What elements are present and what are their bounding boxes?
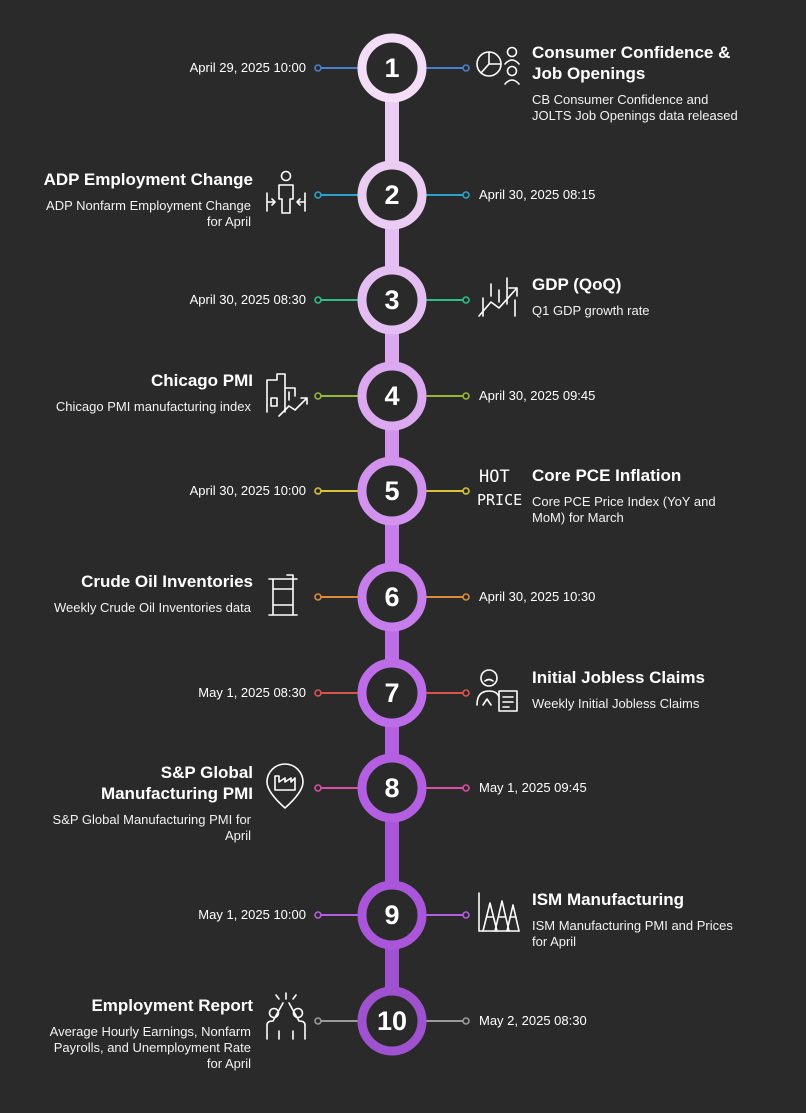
event-title: Employment Report: [91, 996, 253, 1015]
event-date: May 1, 2025 08:30: [198, 685, 306, 700]
event-date: May 1, 2025 09:45: [479, 780, 587, 795]
connector-dot-right: [462, 296, 470, 304]
event-date: April 30, 2025 10:30: [479, 589, 596, 604]
connector-dot-right: [462, 191, 470, 199]
node-number: 5: [384, 476, 400, 506]
hot-price-icon: HOT PRICE: [477, 467, 522, 509]
event-title: S&P Global Manufacturing PMI: [100, 763, 253, 803]
node-number: 7: [384, 678, 400, 708]
event-description: Average Hourly Earnings, Nonfarm Payroll…: [49, 1024, 251, 1071]
connector-dot-right: [462, 593, 470, 601]
event-date: May 2, 2025 08:30: [479, 1013, 587, 1028]
event-date: May 1, 2025 10:00: [198, 907, 306, 922]
node-number: 3: [384, 285, 400, 315]
event-description: CB Consumer Confidence and JOLTS Job Ope…: [532, 92, 738, 123]
connector-dot-left: [314, 911, 322, 919]
node-number: 8: [384, 773, 400, 803]
event-description: ISM Manufacturing PMI and Prices for Apr…: [532, 918, 733, 949]
event-description: Weekly Initial Jobless Claims: [532, 696, 700, 711]
timeline-node: [357, 562, 427, 632]
connector-dot-left: [314, 392, 322, 400]
pie-chart-people-icon: [476, 46, 520, 85]
connector-dot-left: [314, 296, 322, 304]
node-number: 1: [384, 53, 400, 83]
oil-barrel-icon: [268, 574, 298, 616]
connector-dot-right: [462, 911, 470, 919]
timeline-node: [357, 160, 427, 230]
timeline-node: [357, 456, 427, 526]
timeline-node: [357, 658, 427, 728]
event-description: Chicago PMI manufacturing index: [55, 399, 251, 414]
timeline-node: [357, 33, 427, 103]
event-title: Consumer Confidence & Job Openings: [532, 43, 731, 83]
connector-dot-left: [314, 487, 322, 495]
timeline-node: [357, 880, 427, 950]
node-number: 10: [376, 1006, 408, 1036]
event-date: April 30, 2025 08:15: [479, 187, 596, 202]
event-date: April 30, 2025 09:45: [479, 388, 596, 403]
timeline-node: [357, 361, 427, 431]
event-date: April 30, 2025 08:30: [189, 292, 306, 307]
node-number: 6: [384, 582, 400, 612]
event-description: Q1 GDP growth rate: [532, 303, 650, 318]
event-description: ADP Nonfarm Employment Change for April: [46, 198, 251, 229]
connector-dot-right: [462, 784, 470, 792]
event-title: Chicago PMI: [150, 371, 253, 390]
event-description: Core PCE Price Index (YoY and MoM) for M…: [532, 494, 716, 525]
event-description: S&P Global Manufacturing PMI for April: [52, 812, 251, 843]
person-arrows-icon: [266, 170, 306, 214]
connector-dot-left: [314, 784, 322, 792]
connector-dot-left: [314, 689, 322, 697]
connector-dot-left: [314, 1017, 322, 1025]
connector-dot-right: [462, 392, 470, 400]
factory-chart-icon: [266, 373, 308, 417]
timeline-node: [357, 265, 427, 335]
jobless-person-icon: [476, 669, 518, 712]
event-title: GDP (QoQ): [532, 275, 622, 294]
timeline-node: [357, 753, 427, 823]
node-number: 9: [384, 900, 400, 930]
connector-dot-right: [462, 689, 470, 697]
high-five-icon: [266, 992, 306, 1040]
event-title: ADP Employment Change: [43, 170, 253, 189]
connector-dot-left: [314, 191, 322, 199]
event-title: Core PCE Inflation: [532, 466, 682, 485]
connector-dot-left: [314, 64, 322, 72]
svg-text:HOT: HOT: [479, 467, 510, 487]
event-title: ISM Manufacturing: [532, 890, 685, 909]
connector-dot-right: [462, 1017, 470, 1025]
event-date: April 29, 2025 10:00: [189, 60, 306, 75]
connector-dot-right: [462, 487, 470, 495]
growth-chart-icon: [478, 277, 518, 317]
node-number: 4: [384, 381, 400, 411]
ism-chart-icon: [478, 892, 520, 932]
connector-dot-left: [314, 593, 322, 601]
event-title: Initial Jobless Claims: [532, 668, 705, 687]
event-title: Crude Oil Inventories: [81, 572, 253, 591]
svg-text:PRICE: PRICE: [477, 491, 522, 509]
factory-pin-icon: [266, 763, 304, 809]
timeline-node: [357, 986, 427, 1056]
event-description: Weekly Crude Oil Inventories data: [53, 600, 251, 615]
node-number: 2: [384, 180, 400, 210]
connector-dot-right: [462, 64, 470, 72]
event-date: April 30, 2025 10:00: [189, 483, 306, 498]
